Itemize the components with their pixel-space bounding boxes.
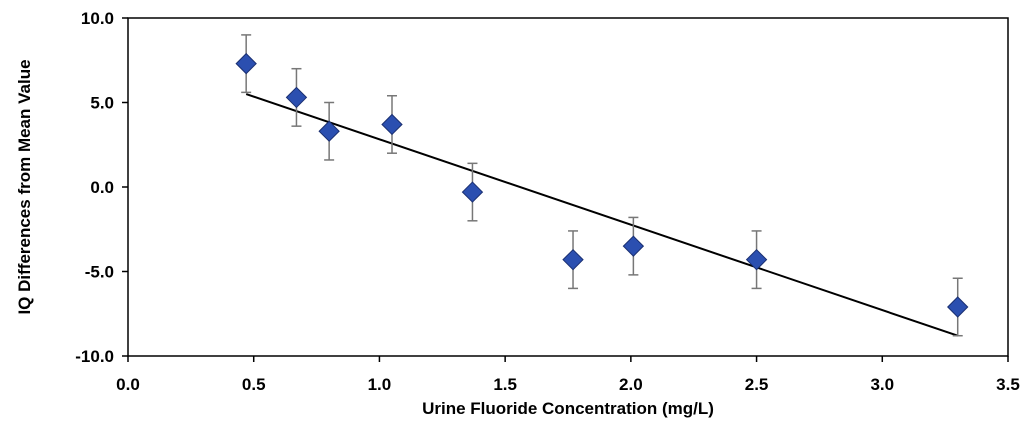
x-tick-label: 2.0 [619,375,643,394]
x-tick-label: 1.5 [493,375,517,394]
x-axis: 0.0 0.5 1.0 1.5 2.0 2.5 3.0 3.5 [116,356,1020,394]
data-point [235,52,257,75]
data-point [947,296,969,318]
y-axis-title: IQ Differences from Mean Value [15,59,34,314]
y-tick-label: 10.0 [81,9,114,28]
data-point [285,86,308,109]
y-tick-label: 0.0 [90,178,114,197]
x-tick-label: 3.5 [996,375,1020,394]
data-point [381,113,403,136]
x-axis-title: Urine Fluoride Concentration (mg/L) [422,399,714,418]
data-point [622,235,645,257]
data-point [318,120,340,142]
trend-line [245,93,959,337]
y-axis: 10.0 5.0 0.0 -5.0 -10.0 [75,9,128,366]
x-tick-label: 1.0 [368,375,392,394]
data-point [562,248,584,271]
data-marks [235,34,969,337]
y-tick-label: -5.0 [85,263,114,282]
x-tick-label: 0.5 [242,375,266,394]
data-point [461,181,484,203]
x-tick-label: 0.0 [116,375,140,394]
data-point [745,248,768,271]
y-tick-label: 5.0 [90,94,114,113]
y-tick-label: -10.0 [75,347,114,366]
x-tick-label: 2.5 [745,375,769,394]
x-tick-label: 3.0 [870,375,894,394]
plot-area [127,17,1009,357]
